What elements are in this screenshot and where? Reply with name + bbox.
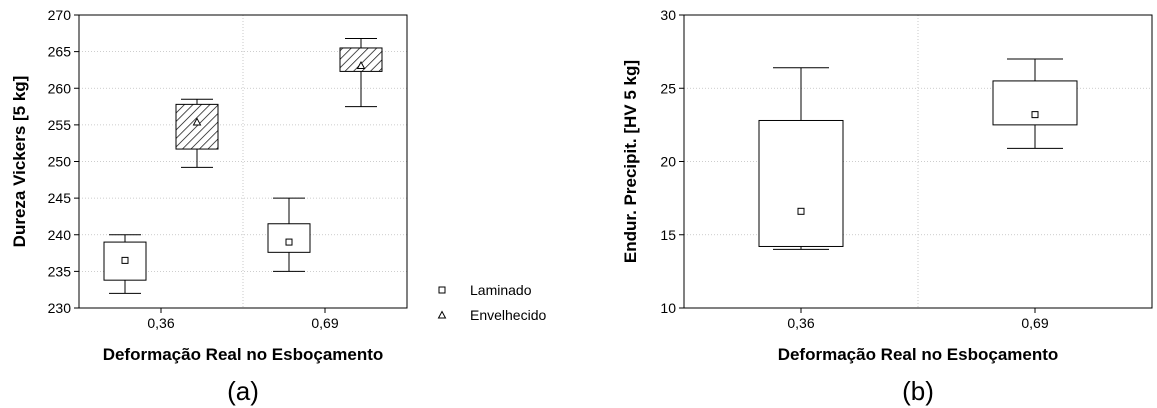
box-center-marker	[797, 207, 805, 215]
y-tick-label: 260	[48, 80, 72, 96]
box-center-marker	[285, 238, 293, 246]
y-tick-label: 235	[48, 263, 72, 279]
box-plot	[175, 98, 219, 168]
x-tick-label: 0,69	[1021, 315, 1048, 331]
y-tick-label: 245	[48, 190, 72, 206]
box-body	[267, 223, 311, 253]
box-plot	[758, 67, 844, 250]
x-tick-label: 0,69	[311, 315, 338, 331]
y-tick-label: 230	[48, 300, 72, 316]
y-tick-label: 255	[48, 117, 72, 133]
legend-marker	[437, 310, 447, 319]
panel-label: (a)	[227, 376, 259, 406]
box-center-marker	[1031, 111, 1039, 119]
box-center-marker	[192, 117, 202, 126]
chart-panel-a: 230 235 240 245 250 255 260 265 270 0,36 0,69 Defor…	[10, 7, 408, 406]
y-tick-label: 15	[660, 227, 676, 243]
box-plot	[267, 197, 311, 272]
legend-label: Laminado	[470, 282, 532, 298]
box-plot	[339, 37, 383, 108]
y-tick-label: 270	[48, 7, 72, 23]
box-body	[339, 47, 383, 72]
y-tick-label: 240	[48, 227, 72, 243]
panel-label: (b)	[902, 376, 934, 406]
x-tick-label: 0,36	[787, 315, 814, 331]
box-center-marker	[121, 256, 129, 264]
box-body	[175, 103, 219, 150]
x-tick-label: 0,36	[147, 315, 174, 331]
box-body	[992, 80, 1078, 126]
y-axis-label: Dureza Vickers [5 kg]	[10, 76, 29, 248]
box-center-marker	[356, 60, 366, 70]
y-tick-label: 30	[660, 7, 676, 23]
box-body	[758, 119, 844, 247]
box-plot	[992, 58, 1078, 149]
legend: Laminado Envelhecido	[437, 282, 546, 323]
y-tick-label: 25	[660, 80, 676, 96]
y-tick-label: 250	[48, 154, 72, 170]
x-axis-label: Deformação Real no Esboçamento	[103, 345, 384, 364]
x-axis-label: Deformação Real no Esboçamento	[778, 345, 1059, 364]
box-plot	[103, 234, 147, 294]
y-axis-label: Endur. Precipit. [HV 5 kg]	[621, 60, 640, 263]
y-tick-label: 265	[48, 44, 72, 60]
y-tick-label: 20	[660, 154, 676, 170]
legend-marker	[438, 286, 446, 294]
legend-label: Envelhecido	[470, 307, 546, 323]
y-tick-label: 10	[660, 300, 676, 316]
chart-panel-b: 10 15 20 25 30 0,36 0,69 Deformação Real no Esb…	[621, 7, 1153, 406]
